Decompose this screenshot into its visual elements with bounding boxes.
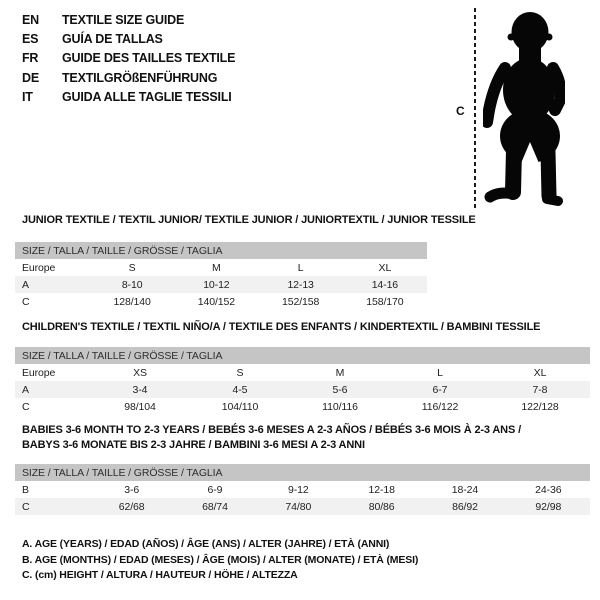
value-cell: 6-9 <box>207 483 223 496</box>
junior-table-title: JUNIOR TEXTILE / TEXTIL JUNIOR/ TEXTILE … <box>22 214 476 226</box>
size-label-cell: S <box>128 261 136 274</box>
value-cell: 12-18 <box>368 483 395 496</box>
row-label-cell: C <box>22 295 30 308</box>
value-cell: 24-36 <box>535 483 562 496</box>
language-row: FR GUIDE DES TAILLES TEXTILE <box>22 49 235 68</box>
measure-row-A: A 8-10 10-12 12-13 14-16 <box>15 276 427 293</box>
value-cell: 152/158 <box>281 295 320 308</box>
value-cell: 116/122 <box>421 400 459 413</box>
language-title: GUIDA ALLE TAGLIE TESSILI <box>62 89 232 104</box>
row-label-cell: C <box>15 498 90 515</box>
footnote: C. (cm) HEIGHT / ALTURA / HAUTEUR / HÖHE… <box>22 569 298 582</box>
language-row: IT GUIDA ALLE TAGLIE TESSILI <box>22 88 235 107</box>
row-label-cell: B <box>22 483 29 496</box>
size-header-cell: SIZE / TALLA / TAILLE / GRÖSSE / TAGLIA <box>15 464 590 481</box>
babies-size-table: SIZE / TALLA / TAILLE / GRÖSSE / TAGLIA B… <box>15 464 590 515</box>
value-cell: 18-24 <box>451 483 479 496</box>
value-cell: 5-6 <box>290 381 390 398</box>
junior-size-table: SIZE / TALLA / TAILLE / GRÖSSE / TAGLIA E… <box>15 242 427 310</box>
value-cell: 62/68 <box>90 498 174 515</box>
size-labels-row: Europe XS S M L XL <box>15 364 590 381</box>
footnote: A. AGE (YEARS) / EDAD (AÑOS) / ÂGE (ANS)… <box>22 538 390 550</box>
language-row: DE TEXTILGRÖßENFÜHRUNG <box>22 69 235 88</box>
language-title: GUÍA DE TALLAS <box>62 32 163 47</box>
height-measure-dashed-line <box>474 8 476 210</box>
height-measure-label: C <box>456 104 465 118</box>
language-row: ES GUÍA DE TALLAS <box>22 30 235 49</box>
size-label-cell: M <box>335 366 345 379</box>
size-label-cell: S <box>236 366 244 379</box>
baby-silhouette-icon <box>483 12 565 206</box>
value-cell: 4-5 <box>190 381 290 398</box>
value-cell: 140/152 <box>197 295 235 308</box>
size-header-row: SIZE / TALLA / TAILLE / GRÖSSE / TAGLIA <box>15 242 427 259</box>
footnotes: A. AGE (YEARS) / EDAD (AÑOS) / ÂGE (ANS)… <box>22 537 418 584</box>
value-cell: 86/92 <box>423 498 507 515</box>
size-header-cell: SIZE / TALLA / TAILLE / GRÖSSE / TAGLIA <box>15 242 427 259</box>
language-title: TEXTILE SIZE GUIDE <box>62 13 185 27</box>
value-cell: 7-8 <box>490 381 590 398</box>
measure-row-C: C 62/68 68/74 74/80 80/86 86/92 92/98 <box>15 498 590 515</box>
value-cell: 8-10 <box>90 276 175 293</box>
language-list: EN TEXTILE SIZE GUIDE ES GUÍA DE TALLAS FR GU… <box>22 11 235 107</box>
language-code: ES <box>22 32 39 47</box>
region-label-cell: Europe <box>22 261 56 274</box>
size-label-cell: XS <box>133 366 147 379</box>
language-code: FR <box>22 51 39 66</box>
value-cell: 104/110 <box>221 400 259 413</box>
measure-row-C: C 128/140 140/152 152/158 158/170 <box>15 293 427 310</box>
value-cell: 14-16 <box>342 276 427 293</box>
value-cell: 9-12 <box>288 483 309 496</box>
measure-row-C: C 98/104 104/110 110/116 116/122 122/128 <box>15 398 590 415</box>
language-title: GUIDE DES TAILLES TEXTILE <box>62 51 236 66</box>
footnote: B. AGE (MONTHS) / EDAD (MESES) / ÂGE (MO… <box>22 553 419 566</box>
size-header-cell: SIZE / TALLA / TAILLE / GRÖSSE / TAGLIA <box>15 347 590 364</box>
value-cell: 122/128 <box>521 400 559 413</box>
row-label-cell: A <box>15 276 90 293</box>
measure-row-B: B 3-6 6-9 9-12 12-18 18-24 24-36 <box>15 481 590 498</box>
size-label-cell: L <box>297 261 304 274</box>
size-header-row: SIZE / TALLA / TAILLE / GRÖSSE / TAGLIA <box>15 347 590 364</box>
value-cell: 6-7 <box>390 381 490 398</box>
region-label-cell: Europe <box>22 366 56 379</box>
size-labels-row: Europe S M L XL <box>15 259 427 276</box>
language-code: EN <box>22 13 39 27</box>
row-label-cell: A <box>15 381 90 398</box>
size-label-cell: XL <box>533 366 547 379</box>
children-size-table: SIZE / TALLA / TAILLE / GRÖSSE / TAGLIA E… <box>15 347 590 415</box>
size-label-cell: XL <box>378 261 392 274</box>
value-cell: 98/104 <box>124 400 156 413</box>
children-table-title: CHILDREN'S TEXTILE / TEXTIL NIÑO/A / TEX… <box>22 321 541 333</box>
row-label-cell: C <box>22 400 30 413</box>
value-cell: 128/140 <box>113 295 151 308</box>
value-cell: 3-4 <box>90 381 190 398</box>
size-label-cell: M <box>212 261 221 274</box>
value-cell: 74/80 <box>256 498 340 515</box>
value-cell: 158/170 <box>366 295 404 308</box>
measure-row-A: A 3-4 4-5 5-6 6-7 7-8 <box>15 381 590 398</box>
value-cell: 92/98 <box>506 498 590 515</box>
value-cell: 80/86 <box>339 498 424 515</box>
value-cell: 10-12 <box>174 276 259 293</box>
language-code: DE <box>22 70 39 85</box>
language-code: IT <box>22 89 33 104</box>
size-label-cell: L <box>437 366 443 379</box>
size-header-row: SIZE / TALLA / TAILLE / GRÖSSE / TAGLIA <box>15 464 590 481</box>
value-cell: 110/116 <box>322 400 358 413</box>
value-cell: 3-6 <box>124 483 140 496</box>
language-row: EN TEXTILE SIZE GUIDE <box>22 11 235 30</box>
language-title: TEXTILGRÖßENFÜHRUNG <box>62 70 218 85</box>
babies-table-title: BABIES 3-6 MONTH TO 2-3 YEARS / BEBÉS 3-… <box>22 424 521 451</box>
value-cell: 12-13 <box>258 276 343 293</box>
value-cell: 68/74 <box>173 498 257 515</box>
